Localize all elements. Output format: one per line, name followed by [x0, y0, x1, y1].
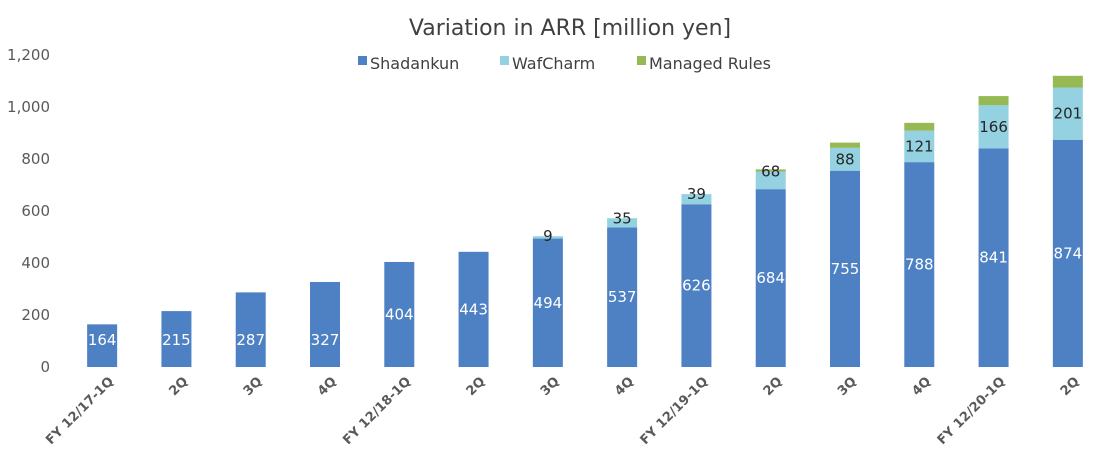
bar-0-3	[310, 281, 340, 367]
data-label-0-8: 626	[682, 277, 711, 295]
y-tick-label: 0	[40, 358, 50, 376]
x-tick-label: 2Q	[464, 374, 489, 399]
data-label-0-4: 404	[385, 305, 414, 323]
legend-swatch-0	[358, 56, 367, 65]
y-tick-label: 1,000	[7, 98, 50, 116]
y-tick-label: 1,200	[7, 46, 50, 64]
chart-title: Variation in ARR [million yen]	[409, 16, 731, 41]
bar-0-10	[830, 170, 860, 367]
bar-1-9	[755, 171, 786, 190]
legend-label-1: WafCharm	[512, 54, 595, 73]
data-label-0-1: 215	[162, 331, 191, 349]
bar-0-0	[87, 324, 118, 367]
legend-label-2: Managed Rules	[649, 54, 771, 73]
bar-2-10	[830, 142, 860, 148]
x-tick-label: 4Q	[909, 374, 934, 399]
legend-swatch-1	[500, 56, 509, 65]
bar-2-13	[1052, 75, 1083, 88]
legend-label-0: Shadankun	[370, 54, 459, 73]
data-label-0-2: 287	[236, 331, 265, 349]
bar-1-12	[978, 105, 1009, 149]
bar-0-7	[607, 227, 638, 367]
data-label-1-13: 201	[1054, 105, 1083, 123]
bar-1-10	[830, 147, 860, 171]
data-label-0-10: 755	[831, 260, 860, 278]
data-label-0-7: 537	[608, 288, 637, 306]
bar-0-1	[161, 311, 192, 367]
bar-1-7	[607, 218, 638, 228]
bar-2-9	[755, 169, 786, 172]
data-label-1-9: 68	[761, 162, 780, 180]
data-label-1-8: 39	[687, 185, 706, 203]
bar-0-11	[904, 162, 935, 367]
bar-0-8	[681, 204, 712, 367]
x-tick-label: FY 12/19-1Q	[638, 374, 712, 448]
y-tick-label: 600	[21, 202, 50, 220]
bar-0-5	[458, 251, 489, 367]
data-label-0-6: 494	[534, 294, 563, 312]
bar-1-11	[904, 130, 935, 163]
data-label-0-0: 164	[88, 331, 117, 349]
bar-1-6	[532, 236, 563, 239]
bar-0-12	[978, 148, 1009, 367]
x-tick-label: 4Q	[612, 374, 637, 399]
x-tick-label: FY 12/17-1Q	[43, 374, 117, 448]
data-label-1-11: 121	[905, 137, 934, 155]
bar-0-6	[532, 238, 563, 367]
x-axis: FY 12/17-1Q 2Q 3Q 4Q FY 12/18-1Q 2Q 3Q 4Q FY 12/…	[43, 374, 1082, 448]
legend-swatch-2	[637, 56, 646, 65]
data-label-0-9: 684	[756, 269, 785, 287]
x-tick-label: 2Q	[761, 374, 786, 399]
bar-2-11	[904, 122, 935, 131]
data-label-0-5: 443	[459, 300, 488, 318]
data-label-0-11: 788	[905, 256, 934, 274]
bar-0-2	[235, 292, 266, 367]
x-tick-label: FY 12/20-1Q	[935, 374, 1009, 448]
data-label-1-12: 166	[979, 118, 1008, 136]
x-tick-label: FY 12/18-1Q	[340, 374, 414, 448]
y-tick-label: 800	[21, 150, 50, 168]
y-tick-label: 400	[21, 254, 50, 272]
x-tick-label: 3Q	[538, 374, 563, 399]
y-axis: 0 200 400 600 800 1,000 1,200	[7, 46, 50, 376]
x-tick-label: 2Q	[1058, 374, 1083, 399]
bar-0-9	[755, 189, 786, 367]
x-tick-label: 2Q	[166, 374, 191, 399]
bar-0-13	[1052, 139, 1083, 367]
x-tick-label: 3Q	[835, 374, 860, 399]
bars	[87, 75, 1083, 367]
data-label-0-12: 841	[979, 249, 1008, 267]
data-label-0-3: 327	[311, 331, 340, 349]
x-tick-label: 3Q	[241, 374, 266, 399]
data-label-1-7: 35	[613, 209, 632, 227]
bar-1-13	[1052, 87, 1083, 140]
data-labels: 164 215 287 327 404 443 494 9 537 35 626 39 684 68 755…	[88, 105, 1082, 349]
data-label-1-10: 88	[835, 150, 854, 168]
legend: Shadankun WafCharm Managed Rules	[358, 54, 771, 73]
bar-2-12	[978, 96, 1009, 106]
y-tick-label: 200	[21, 306, 50, 324]
bar-0-4	[384, 261, 415, 367]
data-label-0-13: 874	[1054, 244, 1083, 262]
data-label-1-6: 9	[543, 227, 553, 245]
x-tick-label: 4Q	[315, 374, 340, 399]
bar-1-8	[681, 194, 712, 205]
